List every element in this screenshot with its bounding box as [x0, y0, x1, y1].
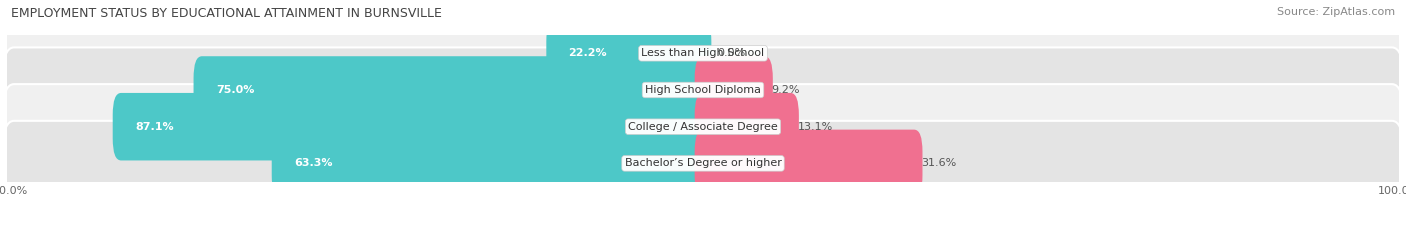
Text: 13.1%: 13.1% — [797, 122, 832, 132]
FancyBboxPatch shape — [695, 93, 799, 161]
Text: College / Associate Degree: College / Associate Degree — [628, 122, 778, 132]
FancyBboxPatch shape — [695, 130, 922, 197]
Text: 9.2%: 9.2% — [772, 85, 800, 95]
Text: High School Diploma: High School Diploma — [645, 85, 761, 95]
FancyBboxPatch shape — [271, 130, 711, 197]
Text: 22.2%: 22.2% — [568, 48, 607, 58]
Text: 63.3%: 63.3% — [294, 158, 332, 168]
Text: 0.0%: 0.0% — [717, 48, 745, 58]
FancyBboxPatch shape — [3, 84, 1403, 169]
Text: 75.0%: 75.0% — [217, 85, 254, 95]
Text: Less than High School: Less than High School — [641, 48, 765, 58]
Text: EMPLOYMENT STATUS BY EDUCATIONAL ATTAINMENT IN BURNSVILLE: EMPLOYMENT STATUS BY EDUCATIONAL ATTAINM… — [11, 7, 441, 20]
FancyBboxPatch shape — [194, 56, 711, 124]
Text: 87.1%: 87.1% — [135, 122, 173, 132]
FancyBboxPatch shape — [112, 93, 711, 161]
FancyBboxPatch shape — [3, 121, 1403, 206]
FancyBboxPatch shape — [695, 56, 773, 124]
FancyBboxPatch shape — [3, 11, 1403, 96]
Text: Bachelor’s Degree or higher: Bachelor’s Degree or higher — [624, 158, 782, 168]
FancyBboxPatch shape — [547, 20, 711, 87]
Text: 31.6%: 31.6% — [921, 158, 956, 168]
Text: Source: ZipAtlas.com: Source: ZipAtlas.com — [1277, 7, 1395, 17]
FancyBboxPatch shape — [3, 48, 1403, 133]
